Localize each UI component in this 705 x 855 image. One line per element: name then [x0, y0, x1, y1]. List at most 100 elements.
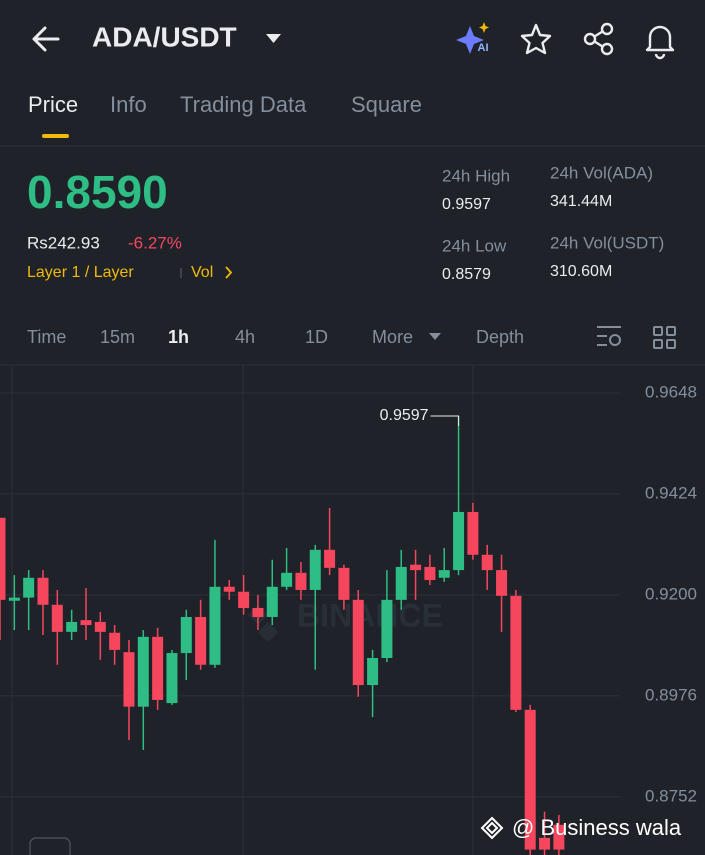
candle — [352, 589, 364, 697]
candle-body — [539, 837, 551, 850]
candle — [539, 811, 551, 855]
interval[interactable]: 1D — [305, 327, 328, 347]
candle-body — [195, 616, 207, 665]
candle — [324, 507, 336, 576]
stat-label: 24h Vol(ADA) — [550, 163, 653, 182]
tab-indicator — [42, 134, 69, 138]
tab[interactable]: Square — [351, 92, 422, 117]
interval[interactable]: 4h — [235, 327, 255, 347]
share-node — [583, 32, 597, 46]
candle-body — [80, 620, 92, 626]
indicator-settings[interactable] — [597, 326, 621, 346]
credit-logo — [480, 816, 504, 840]
candle-body — [467, 511, 479, 555]
candle — [395, 549, 407, 610]
candle-body — [152, 636, 164, 700]
y-tick-label: 0.9648 — [645, 382, 697, 401]
candle-body — [524, 709, 536, 850]
candle-body — [37, 577, 49, 605]
candle-body — [123, 652, 135, 707]
ai-badge: AI — [478, 42, 489, 54]
candle-body — [553, 824, 565, 850]
layout-cell — [653, 339, 663, 349]
candle — [424, 554, 436, 585]
candle — [180, 609, 192, 681]
candle-body — [395, 566, 407, 600]
favorite-button[interactable] — [520, 23, 552, 55]
candle — [381, 570, 393, 663]
share-node — [600, 42, 614, 56]
pair-title[interactable]: ADA/USDT — [92, 21, 237, 52]
stat-label: 24h High — [442, 166, 510, 185]
stat-label: 24h Vol(USDT) — [550, 233, 664, 252]
tab[interactable]: Info — [110, 92, 147, 117]
interval[interactable]: Time — [27, 327, 66, 347]
settings-lines — [597, 326, 621, 346]
ai-sparkle-small — [479, 22, 489, 33]
candle — [553, 814, 565, 855]
ai-button[interactable]: AI — [456, 22, 489, 54]
candle-body — [66, 621, 78, 632]
back-button[interactable] — [32, 26, 60, 52]
interval-active[interactable]: 1h — [168, 327, 189, 347]
candle-body — [424, 566, 436, 581]
candle — [123, 639, 135, 741]
candle-body — [23, 577, 35, 598]
candle — [223, 580, 235, 600]
candle-body — [410, 564, 422, 571]
candle-body — [266, 586, 278, 617]
price-change: -6.27% — [128, 233, 182, 252]
candle-body — [8, 597, 20, 601]
stat-value: 310.60M — [550, 263, 612, 280]
depth-tab[interactable]: Depth — [476, 327, 524, 347]
alert-button[interactable] — [645, 25, 675, 60]
interval[interactable]: 15m — [100, 327, 135, 347]
stat-value: 341.44M — [550, 193, 612, 210]
candle — [367, 649, 379, 718]
candle-body — [438, 570, 450, 578]
layout-cell — [666, 326, 676, 336]
layout-cell — [653, 326, 663, 336]
candle — [338, 564, 350, 610]
vol-tag[interactable]: Vol — [191, 264, 213, 281]
candle-body — [295, 572, 307, 590]
candle — [309, 544, 321, 670]
sector-tag[interactable]: Layer 1 / Layer — [27, 264, 134, 281]
high-annotation: 0.9597 — [380, 407, 429, 424]
candle — [238, 575, 250, 615]
interval-more[interactable]: More — [372, 327, 413, 347]
annotation-leader — [430, 415, 460, 426]
expand-button[interactable] — [29, 837, 71, 855]
candle — [66, 609, 78, 640]
stat-value: 0.9597 — [442, 196, 491, 213]
candle — [481, 544, 493, 590]
candle — [467, 502, 479, 560]
candle — [137, 630, 149, 750]
candle-body — [281, 572, 293, 587]
candle — [8, 575, 20, 631]
y-tick-label: 0.8752 — [645, 786, 697, 805]
y-tick-label: 0.9200 — [645, 584, 697, 603]
candle-body — [238, 591, 250, 608]
candle — [94, 612, 106, 660]
candle — [209, 539, 221, 668]
layout-button[interactable] — [653, 326, 676, 349]
share-button[interactable] — [583, 22, 614, 56]
settings-gear — [609, 334, 621, 346]
candle — [281, 548, 293, 590]
candle — [152, 627, 164, 710]
last-price: 0.8590 — [27, 166, 168, 218]
ai-sparkle — [456, 26, 484, 54]
candle-body — [51, 604, 63, 632]
tab-active[interactable]: Price — [28, 92, 78, 117]
tab[interactable]: Trading Data — [180, 92, 307, 117]
candle-body — [481, 554, 493, 571]
more-caret — [429, 333, 441, 340]
candle-body — [510, 595, 522, 710]
candle — [496, 554, 508, 632]
pair-dropdown[interactable] — [266, 34, 281, 43]
candle-body — [109, 632, 121, 650]
candle-body — [453, 511, 465, 571]
